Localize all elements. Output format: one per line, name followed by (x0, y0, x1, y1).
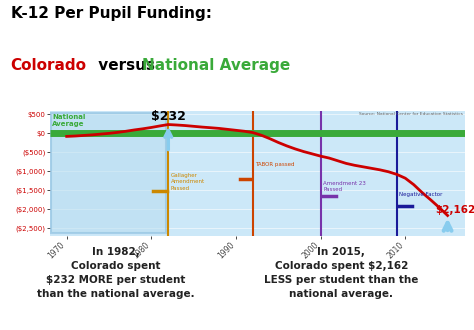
Text: $232: $232 (151, 110, 186, 122)
Text: Gallagher
Amendment
Passed: Gallagher Amendment Passed (171, 173, 205, 191)
Text: Negative Factor: Negative Factor (399, 192, 443, 197)
Text: TABOR passed: TABOR passed (255, 162, 295, 167)
Text: Amendment 23
Passed: Amendment 23 Passed (323, 181, 366, 192)
Text: In 2015,
Colorado spent $2,162
LESS per student than the
national average.: In 2015, Colorado spent $2,162 LESS per … (264, 247, 419, 299)
Text: National Average: National Average (142, 58, 290, 73)
Text: In 1982,
Colorado spent
$232 MORE per student
than the national average.: In 1982, Colorado spent $232 MORE per st… (37, 247, 195, 299)
Bar (52, 113, 166, 233)
Text: Source: National Center for Education Statistics: Source: National Center for Education St… (359, 112, 463, 116)
Text: K-12 Per Pupil Funding:: K-12 Per Pupil Funding: (10, 6, 211, 21)
Text: National
Average: National Average (52, 114, 86, 126)
Text: $2,162: $2,162 (435, 206, 474, 215)
Text: versus: versus (93, 58, 160, 73)
Text: Colorado: Colorado (10, 58, 87, 73)
